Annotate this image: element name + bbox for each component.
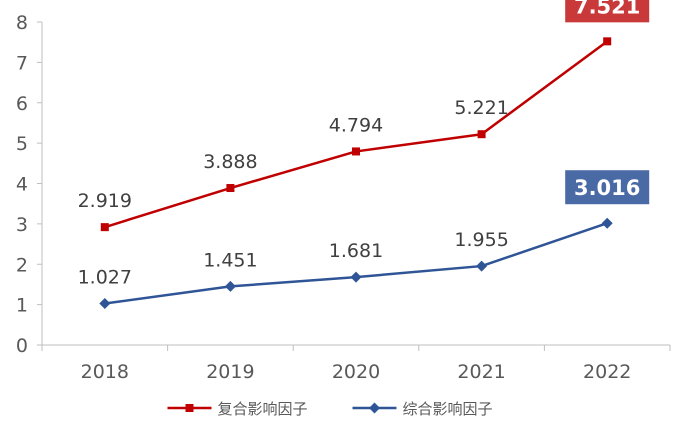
y-tick-label: 1 [16,295,28,317]
data-label: 1.027 [78,267,132,289]
data-point [224,280,236,292]
y-tick-label: 3 [16,214,28,236]
series-1: 2.919 3.888 4.794 5.221 7.521 [78,0,650,232]
series-line [104,222,608,305]
x-tick-label: 2020 [332,361,380,383]
data-point [476,260,488,272]
data-label-badge [565,0,650,23]
y-tick-label: 8 [16,12,28,34]
series-layer: 2.919 3.888 4.794 5.221 7.521 1.027 1.451 1.681… [78,0,650,310]
x-tick-label: 2021 [457,361,505,383]
data-label: 5.221 [454,97,508,119]
data-label: 1.451 [203,249,257,271]
legend-label: 复合影响因子 [218,400,308,418]
data-point [477,130,486,139]
data-point [352,147,360,156]
y-tick-label: 7 [16,52,28,74]
x-tick-label: 2019 [206,361,254,383]
y-tick-label: 2 [16,254,28,276]
data-label: 4.794 [329,114,383,136]
data-label: 3.888 [203,151,257,173]
data-label-badge [565,170,650,205]
data-point [226,184,235,193]
x-tick-label: 2022 [583,361,631,383]
data-point [603,37,612,46]
legend-item: 综合影响因子 [352,400,493,418]
y-axis-ticks: 0 1 2 3 4 5 6 7 8 [16,12,42,357]
data-point [99,298,111,310]
x-axis-ticks: 2018 2019 2020 2021 2022 [41,345,671,383]
data-point [369,402,380,414]
y-tick-label: 5 [16,133,28,155]
data-label: 1.955 [454,229,508,251]
data-point [350,271,362,283]
legend-label: 综合影响因子 [403,400,493,418]
data-point [100,223,109,232]
y-tick-label: 4 [16,174,28,196]
data-point [185,404,194,412]
data-label: 2.919 [78,190,132,212]
data-label: 1.681 [329,240,383,262]
data-label: 7.521 [574,0,640,18]
y-tick-label: 6 [16,93,28,115]
x-tick-label: 2018 [81,361,129,383]
data-point [601,217,613,229]
legend: 复合影响因子 综合影响因子 [167,400,493,418]
series-2: 1.027 1.451 1.681 1.955 3.016 [78,170,650,310]
data-label: 3.016 [574,176,640,200]
legend-item: 复合影响因子 [167,400,308,418]
y-tick-label: 0 [16,335,28,357]
